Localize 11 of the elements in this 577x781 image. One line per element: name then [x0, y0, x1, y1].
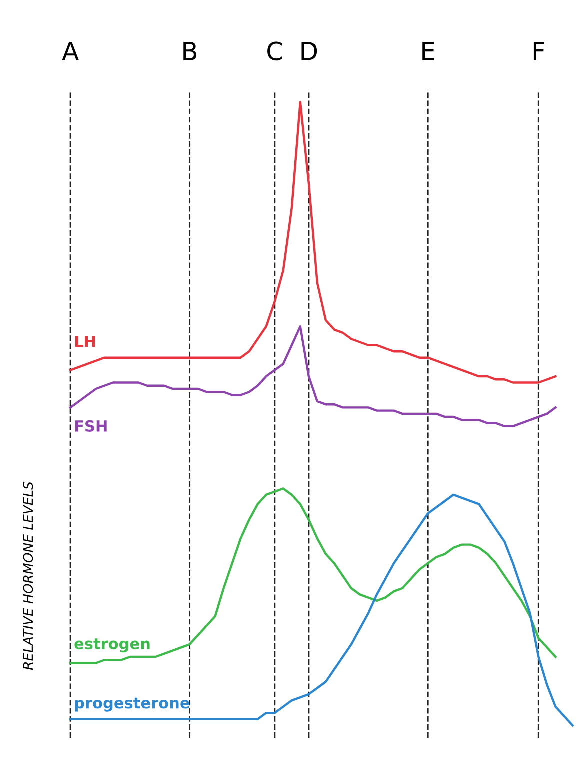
series-label: progesterone: [75, 698, 190, 712]
y-axis-title: RELATIVE HORMONE LEVELS: [23, 482, 34, 670]
x-tick-label: C: [268, 42, 282, 61]
series-label: LH: [75, 336, 96, 348]
x-tick-label: A: [62, 42, 79, 60]
x-tick-label: E: [422, 42, 434, 60]
x-tick-label: B: [184, 42, 197, 60]
x-tick-label: D: [302, 42, 318, 60]
x-tick-label: F: [534, 42, 544, 60]
series-label: estrogen: [74, 638, 150, 653]
series-label: FSH: [75, 420, 107, 432]
